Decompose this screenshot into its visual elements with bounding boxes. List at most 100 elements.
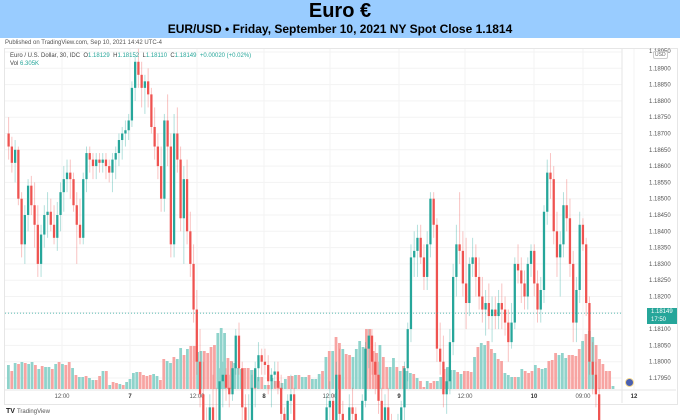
volume-bar: [557, 355, 561, 389]
price-tick: 1.18350: [649, 246, 671, 252]
candle: [464, 283, 468, 304]
volume-bar: [64, 365, 68, 389]
candle: [78, 224, 82, 238]
candle: [82, 179, 85, 238]
candle: [270, 374, 273, 382]
volume-bar: [44, 367, 47, 389]
volume-bar: [162, 359, 166, 389]
candle: [542, 211, 546, 290]
volume-bar: [152, 374, 156, 389]
candle: [104, 159, 108, 167]
candle: [62, 179, 65, 193]
volume-bar: [229, 361, 233, 389]
volume-bar: [27, 364, 31, 389]
volume-bar: [476, 347, 480, 389]
candle: [403, 368, 406, 408]
volume-bar: [88, 378, 91, 389]
candle: [448, 342, 452, 382]
volume-bar: [81, 377, 85, 389]
volume-bar: [155, 376, 159, 389]
time-tick: 12:00: [189, 394, 205, 400]
chart-frame[interactable]: [4, 48, 678, 405]
candle: [409, 257, 413, 330]
candle: [263, 361, 267, 365]
volume-bar: [61, 364, 64, 389]
candle: [481, 296, 484, 310]
volume-bar: [250, 370, 253, 389]
volume-bar: [550, 360, 554, 389]
price-tick: 1.18550: [649, 180, 671, 186]
candle: [75, 205, 78, 225]
candle: [13, 149, 17, 163]
candle: [585, 244, 588, 304]
volume-bar: [415, 378, 419, 389]
candle: [111, 159, 114, 173]
candle: [137, 61, 140, 75]
volume-bar: [267, 385, 270, 389]
currency-tag[interactable]: USD: [653, 51, 668, 59]
candle: [523, 283, 526, 297]
volume-bar: [287, 376, 291, 389]
candle: [536, 283, 539, 310]
candle: [549, 172, 552, 180]
volume-bar: [125, 382, 128, 389]
volume-bar: [435, 381, 439, 389]
candle: [166, 120, 169, 147]
volume-bar: [503, 373, 507, 389]
candle: [30, 185, 33, 206]
volume-value: 6.305K: [20, 61, 40, 67]
high-value: 1.18152: [117, 53, 140, 59]
volume-bar: [560, 353, 564, 389]
volume-bar: [263, 385, 267, 389]
candle: [370, 335, 374, 362]
volume-bar: [324, 357, 328, 389]
volume-bar: [202, 351, 206, 389]
candle: [98, 159, 101, 163]
volume-bar: [351, 357, 355, 389]
volume-bar: [452, 370, 456, 389]
ohlc-legend: Euro / U.S. Dollar, 30, IDC O1.18129 H1.…: [10, 53, 252, 59]
volume-bar: [601, 364, 605, 389]
volume-bar: [17, 364, 20, 389]
volume-bar: [378, 345, 382, 389]
volume-bar: [483, 345, 487, 389]
candle: [237, 335, 241, 369]
volume-bar: [327, 351, 331, 389]
candle: [52, 224, 56, 238]
volume-bar: [307, 375, 311, 389]
candle: [36, 224, 39, 264]
volume-bar: [408, 373, 412, 389]
candle: [507, 322, 510, 343]
candle: [572, 263, 575, 323]
timezone-globe-icon[interactable]: [625, 378, 634, 387]
volume-bar: [34, 365, 37, 389]
volume-bar: [469, 372, 473, 389]
volume-bar: [131, 373, 135, 389]
candle: [101, 159, 104, 163]
volume-bar: [459, 374, 463, 389]
volume-bar: [493, 353, 497, 389]
price-tick: 1.17950: [649, 376, 671, 382]
volume-bar: [57, 362, 61, 389]
price-tick: 1.18650: [649, 148, 671, 154]
volume-bar: [611, 386, 615, 389]
candle: [192, 263, 195, 310]
price-tick: 1.18300: [649, 262, 671, 268]
volume-bar: [216, 333, 220, 389]
time-tick: 12:00: [457, 394, 473, 400]
price-tick: 1.18000: [649, 360, 671, 366]
candle: [341, 413, 344, 420]
candle: [254, 368, 257, 388]
volume-bar: [77, 377, 81, 389]
candle: [520, 270, 523, 284]
volume-bar: [47, 367, 51, 389]
candle: [452, 276, 455, 343]
candle: [176, 133, 179, 160]
volume-bar: [446, 367, 449, 389]
candle: [591, 361, 594, 375]
candle: [364, 348, 367, 401]
candle: [348, 407, 351, 420]
price-tick: 1.18450: [649, 213, 671, 219]
volume-bar: [169, 363, 172, 389]
